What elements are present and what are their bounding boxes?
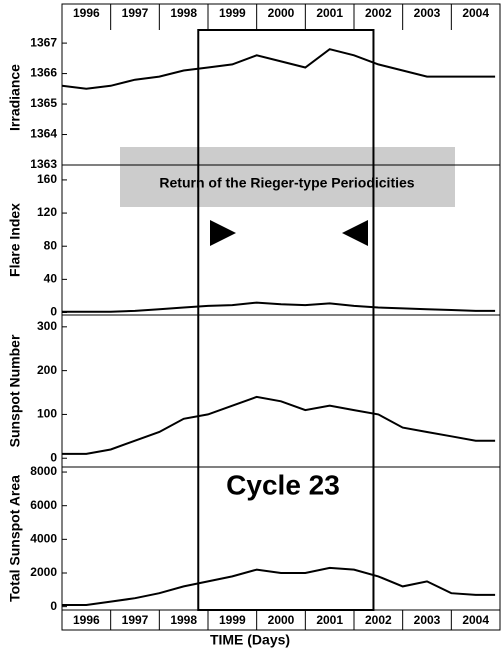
x-tick-label: 2000	[268, 6, 295, 20]
y-tick-label: 1365	[30, 96, 57, 110]
data-line	[62, 566, 496, 606]
y-tick-label: 1363	[30, 157, 57, 171]
y-tick-label: 2000	[30, 565, 57, 579]
x-tick-label: 1997	[122, 613, 149, 627]
x-tick-label: 1997	[122, 6, 149, 20]
y-tick-label: 80	[44, 238, 58, 252]
x-tick-label: 1996	[73, 613, 100, 627]
x-tick-label: 2001	[316, 6, 343, 20]
data-line	[62, 301, 496, 313]
x-tick-label: 2004	[462, 6, 489, 20]
y-tick-label: 1366	[30, 66, 57, 80]
y-tick-label: 100	[37, 407, 57, 421]
arrow	[342, 220, 368, 246]
x-axis-label: TIME (Days)	[210, 632, 290, 648]
x-tick-label: 1999	[219, 6, 246, 20]
y-tick-label: 0	[50, 305, 57, 319]
y-axis-label: Total Sunspot Area	[7, 475, 23, 602]
y-tick-label: 1364	[30, 127, 57, 141]
x-tick-label: 1998	[170, 613, 197, 627]
x-tick-label: 2002	[365, 6, 392, 20]
highlight-box	[197, 29, 375, 611]
x-tick-label: 1999	[219, 613, 246, 627]
y-tick-label: 6000	[30, 498, 57, 512]
data-line	[61, 48, 496, 90]
y-tick-label: 120	[37, 205, 57, 219]
annotation: Cycle 23	[226, 469, 340, 500]
y-tick-label: 0	[50, 450, 57, 464]
annotation-box	[120, 147, 455, 207]
x-tick-label: 2003	[414, 613, 441, 627]
y-tick-label: 4000	[30, 532, 57, 546]
y-tick-label: 160	[37, 172, 57, 186]
y-tick-label: 0	[50, 599, 57, 613]
y-tick-label: 1367	[30, 35, 57, 49]
x-tick-label: 2001	[316, 613, 343, 627]
y-axis-label: Irradiance	[7, 64, 23, 131]
y-tick-label: 40	[44, 272, 58, 286]
x-tick-label: 2002	[365, 613, 392, 627]
annotation: Return of the Rieger-type Periodicities	[159, 175, 414, 191]
y-axis-label: Flare Index	[7, 203, 23, 277]
y-tick-label: 8000	[30, 464, 57, 478]
x-tick-label: 2003	[414, 6, 441, 20]
x-tick-label: 2000	[268, 613, 295, 627]
x-tick-label: 1996	[73, 6, 100, 20]
arrow	[210, 220, 236, 246]
x-tick-label: 2004	[462, 613, 489, 627]
x-tick-label: 1998	[170, 6, 197, 20]
y-tick-label: 200	[37, 363, 57, 377]
data-line	[62, 395, 496, 455]
y-axis-label: Sunspot Number	[7, 334, 23, 447]
frame	[61, 3, 501, 631]
y-tick-label: 300	[37, 319, 57, 333]
